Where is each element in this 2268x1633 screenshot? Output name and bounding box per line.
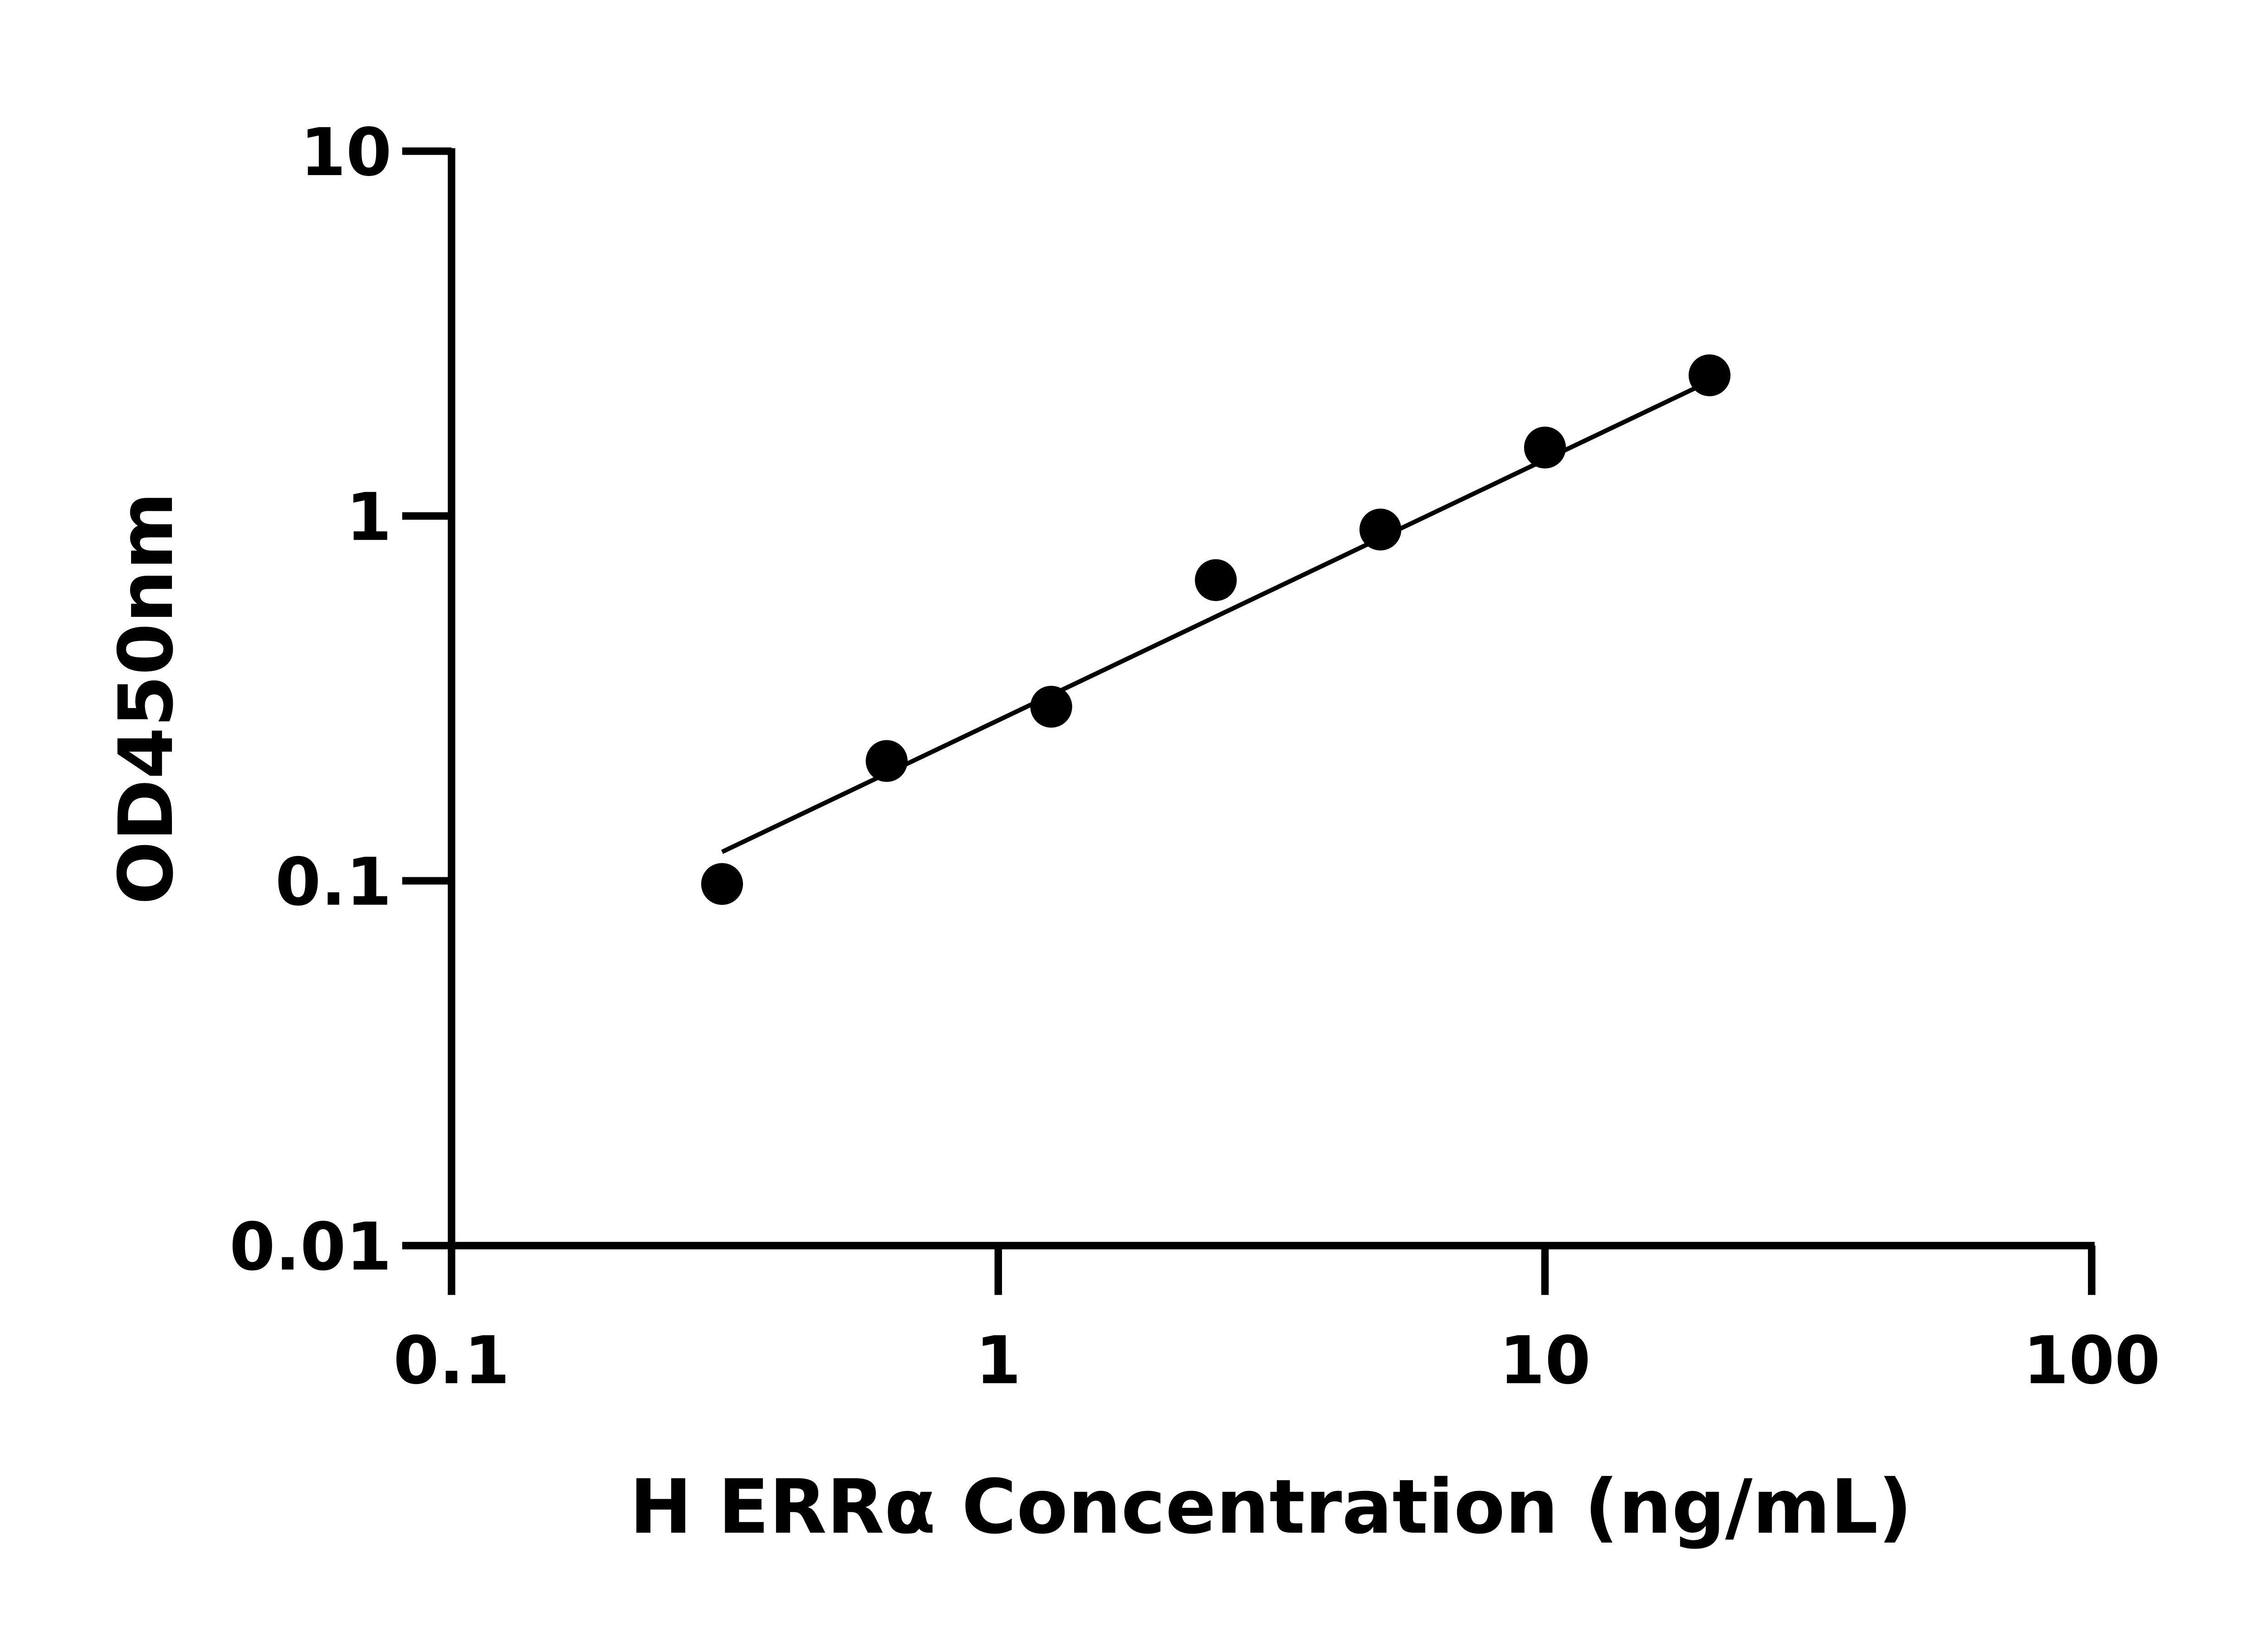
data-point <box>865 740 908 782</box>
data-point <box>1195 559 1237 601</box>
data-point <box>1030 685 1072 728</box>
data-point <box>1359 508 1402 551</box>
x-tick-label: 10 <box>1499 1322 1591 1399</box>
x-tick-label: 1 <box>975 1322 1021 1399</box>
y-axis-title: OD450nm <box>103 492 190 905</box>
y-tick-label: 0.01 <box>230 1209 392 1286</box>
data-point <box>1688 354 1731 396</box>
x-axis-title: H ERRα Concentration (ng/mL) <box>630 1463 1912 1550</box>
marks <box>701 354 1731 905</box>
y-tick-label: 10 <box>300 114 392 191</box>
y-tick-label: 0.1 <box>275 844 392 920</box>
data-point <box>1524 426 1566 469</box>
x-tick-label: 0.1 <box>393 1322 510 1399</box>
y-tick-label: 1 <box>346 479 392 556</box>
x-tick-label: 100 <box>2023 1322 2160 1399</box>
data-point <box>701 863 743 905</box>
